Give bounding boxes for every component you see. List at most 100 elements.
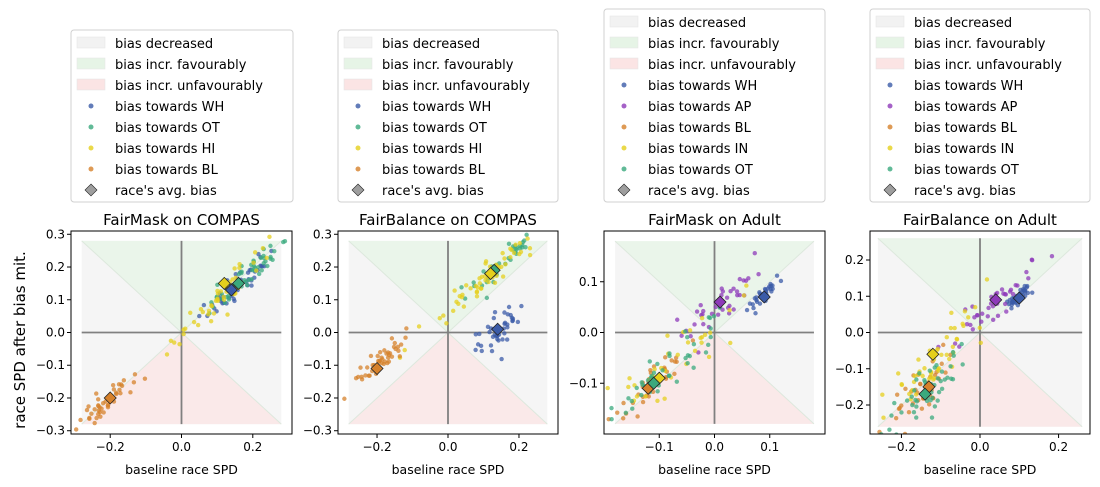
data-point xyxy=(929,415,935,420)
y-tick-label: 0.0 xyxy=(313,326,332,340)
data-point xyxy=(479,286,484,291)
y-tick-label: 0.1 xyxy=(845,289,864,303)
legend-label: bias incr. unfavourably xyxy=(648,58,796,73)
data-point xyxy=(607,437,611,441)
data-point xyxy=(727,307,732,313)
data-point xyxy=(484,295,490,301)
data-point xyxy=(990,317,996,323)
legend-label: bias decreased xyxy=(914,16,1012,31)
legend-label: bias incr. favourably xyxy=(382,58,514,73)
data-point xyxy=(177,341,182,347)
data-point xyxy=(1024,285,1029,290)
data-point xyxy=(264,255,269,261)
data-point xyxy=(460,292,465,297)
data-point xyxy=(377,349,383,355)
data-point xyxy=(504,337,510,342)
data-point xyxy=(941,342,946,348)
data-point xyxy=(648,368,653,373)
data-point xyxy=(477,281,483,286)
avg-bias-marker-HI xyxy=(217,276,231,290)
data-point xyxy=(701,321,706,327)
data-point xyxy=(728,340,733,346)
data-point xyxy=(249,283,254,288)
data-point xyxy=(232,266,237,271)
data-point xyxy=(389,336,395,341)
data-point xyxy=(416,324,422,329)
data-point xyxy=(752,250,757,256)
data-point xyxy=(939,361,944,366)
data-point xyxy=(215,297,220,302)
data-point xyxy=(164,352,170,357)
data-point xyxy=(403,335,408,340)
data-point xyxy=(706,354,712,360)
data-point xyxy=(629,398,635,404)
data-point xyxy=(944,335,949,340)
data-point xyxy=(110,382,116,388)
data-point xyxy=(881,415,886,420)
data-point xyxy=(950,344,956,350)
data-point xyxy=(486,279,491,285)
data-point xyxy=(272,249,277,254)
data-point xyxy=(508,255,513,260)
data-point xyxy=(514,247,519,252)
data-point xyxy=(483,261,488,266)
data-point xyxy=(101,410,106,415)
data-point xyxy=(461,304,467,309)
data-point xyxy=(939,386,945,392)
data-point xyxy=(912,388,917,393)
data-point xyxy=(927,376,932,381)
legend-label: bias decreased xyxy=(648,16,746,31)
data-point xyxy=(258,255,264,260)
data-point xyxy=(215,291,221,296)
data-point xyxy=(932,404,938,409)
x-tick-label: 0.0 xyxy=(970,440,989,454)
data-point xyxy=(914,415,919,420)
legend-marker xyxy=(355,145,361,151)
data-point xyxy=(952,341,958,346)
data-point xyxy=(492,280,498,286)
data-point xyxy=(980,311,985,316)
data-point xyxy=(707,315,713,321)
data-point xyxy=(265,263,270,269)
data-point xyxy=(385,350,391,355)
legend-marker xyxy=(621,145,627,151)
data-point xyxy=(778,278,784,284)
y-tick-label: −0.3 xyxy=(36,424,65,438)
data-point xyxy=(94,415,99,421)
data-point xyxy=(367,373,372,378)
data-point xyxy=(261,260,266,266)
data-point xyxy=(491,315,497,321)
data-point xyxy=(944,352,949,358)
legend-label: bias towards IN xyxy=(648,142,748,157)
data-point xyxy=(894,432,899,434)
y-tick-label: −0.2 xyxy=(36,391,65,405)
data-point xyxy=(98,414,103,419)
data-point xyxy=(707,330,713,335)
chart-title: FairBalance on Adult xyxy=(903,211,1057,229)
legend-swatch xyxy=(609,36,639,49)
legend-label: bias incr. favourably xyxy=(115,58,247,73)
legend: bias decreased bias incr. favourably bias … xyxy=(337,29,559,203)
data-point xyxy=(751,305,756,311)
data-point xyxy=(674,379,680,384)
data-point xyxy=(1001,291,1006,296)
data-point xyxy=(519,303,524,309)
data-point xyxy=(919,406,925,411)
avg-bias-marker-BL xyxy=(370,361,384,376)
data-point xyxy=(560,199,564,203)
legend-marker xyxy=(621,166,627,172)
data-point xyxy=(700,312,705,317)
legend-marker xyxy=(351,183,365,197)
data-point xyxy=(441,313,446,318)
data-point xyxy=(728,289,733,294)
data-point xyxy=(517,241,523,246)
data-point xyxy=(887,427,892,432)
data-point xyxy=(975,313,980,318)
data-point xyxy=(515,319,521,325)
data-point xyxy=(927,368,932,373)
data-point xyxy=(691,365,696,370)
legend-label: bias towards HI xyxy=(115,142,215,157)
data-point xyxy=(977,325,982,331)
data-point xyxy=(500,274,506,279)
data-point xyxy=(86,404,91,409)
